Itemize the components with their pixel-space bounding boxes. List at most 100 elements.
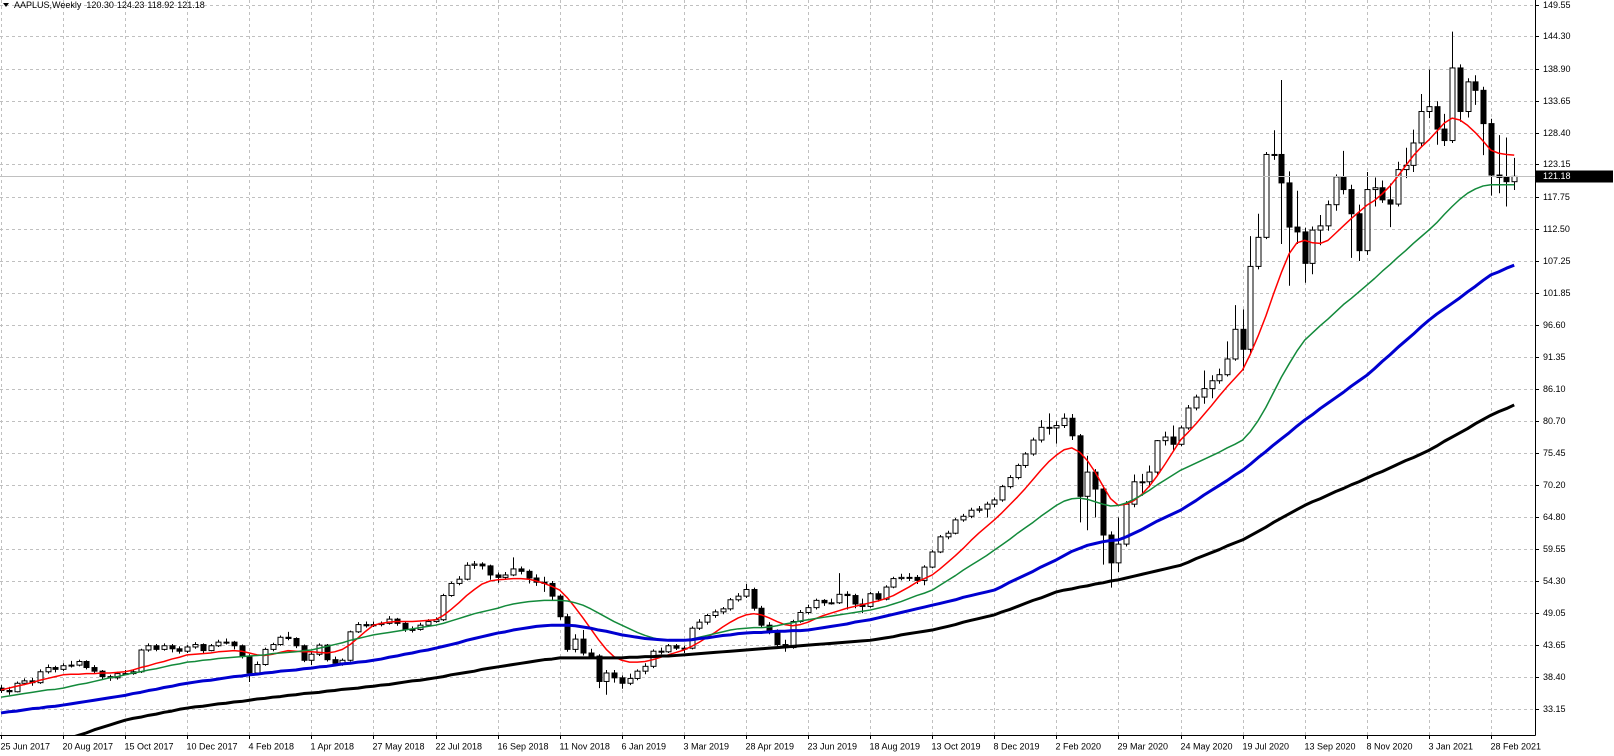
candle-body bbox=[821, 599, 828, 604]
candle-body bbox=[588, 652, 595, 657]
x-tick-label: 13 Oct 2019 bbox=[932, 741, 981, 751]
open-value: 120.30 bbox=[86, 0, 114, 10]
candle-body bbox=[890, 578, 897, 588]
candle-body bbox=[316, 644, 323, 655]
candle-body bbox=[215, 641, 222, 647]
x-tick-label: 28 Apr 2019 bbox=[746, 741, 795, 751]
candle-body bbox=[1224, 358, 1231, 376]
candle-body bbox=[448, 582, 455, 597]
candle-body bbox=[1278, 153, 1285, 184]
candle-body bbox=[634, 670, 641, 679]
y-tick-label: 112.50 bbox=[1543, 224, 1570, 234]
candle-body bbox=[1503, 176, 1510, 183]
candle-body bbox=[883, 586, 890, 600]
candle-body bbox=[1434, 106, 1441, 130]
candle-body bbox=[976, 508, 983, 511]
candle-body bbox=[479, 563, 486, 567]
candle-body bbox=[1084, 471, 1091, 497]
x-tick-label: 13 Sep 2020 bbox=[1305, 741, 1356, 751]
candle-body bbox=[1162, 436, 1169, 442]
candle-body bbox=[1457, 67, 1464, 113]
candle-body bbox=[510, 568, 517, 576]
candle-body bbox=[1030, 439, 1037, 455]
candle-body bbox=[153, 645, 160, 650]
candle-body bbox=[1209, 380, 1216, 390]
x-tick-label: 8 Dec 2019 bbox=[994, 741, 1040, 751]
x-tick-label: 27 May 2018 bbox=[373, 741, 425, 751]
candle-body bbox=[1216, 374, 1223, 382]
candle-body bbox=[464, 564, 471, 580]
candle-body bbox=[1410, 142, 1417, 166]
candle-body bbox=[161, 645, 168, 650]
candle-body bbox=[1077, 435, 1084, 497]
candle-body bbox=[1061, 417, 1068, 427]
candle-body bbox=[1294, 226, 1301, 233]
candle-body bbox=[1395, 169, 1402, 205]
candle-body bbox=[270, 644, 277, 650]
x-tick-label: 2 Feb 2020 bbox=[1056, 741, 1102, 751]
candle-body bbox=[1146, 471, 1153, 483]
candle-body bbox=[526, 570, 533, 579]
candle-body bbox=[549, 582, 556, 597]
candle-body bbox=[1038, 426, 1045, 441]
candle-body bbox=[145, 645, 152, 651]
candle-body bbox=[813, 599, 820, 609]
candle-body bbox=[1317, 225, 1324, 231]
candle-body bbox=[1131, 481, 1138, 505]
candle-body bbox=[169, 645, 176, 650]
y-tick-label: 43.65 bbox=[1543, 640, 1566, 650]
candle-body bbox=[984, 503, 991, 510]
candle-body bbox=[952, 519, 959, 534]
candle-body bbox=[875, 593, 882, 600]
x-tick-label: 6 Jan 2019 bbox=[622, 741, 667, 751]
x-tick-label: 22 Jul 2018 bbox=[436, 741, 483, 751]
candle-body bbox=[1170, 436, 1177, 445]
candle-body bbox=[1201, 388, 1208, 398]
candle-body bbox=[1364, 189, 1371, 252]
candle-body bbox=[758, 607, 765, 626]
x-tick-label: 1 Apr 2018 bbox=[311, 741, 355, 751]
candle-body bbox=[696, 621, 703, 629]
candle-body bbox=[1263, 153, 1270, 238]
candle-body bbox=[68, 664, 75, 667]
candle-body bbox=[712, 611, 719, 617]
candle-body bbox=[844, 593, 851, 597]
x-tick-label: 4 Feb 2018 bbox=[249, 741, 295, 751]
y-tick-label: 54.30 bbox=[1543, 576, 1566, 586]
candle-body bbox=[828, 602, 835, 605]
plot-area bbox=[0, 31, 1535, 735]
y-tick-label: 101.85 bbox=[1543, 288, 1571, 298]
candle-body bbox=[852, 595, 859, 605]
candle-body bbox=[518, 568, 525, 572]
candle-body bbox=[45, 667, 52, 673]
candle-body bbox=[735, 595, 742, 601]
candle-body bbox=[836, 593, 843, 604]
symbol: AAPLUS,Weekly bbox=[14, 0, 82, 10]
candle-body bbox=[627, 677, 634, 684]
candle-body bbox=[487, 565, 494, 576]
candle-body bbox=[1015, 464, 1022, 479]
candle-body bbox=[945, 532, 952, 538]
x-tick-label: 18 Aug 2019 bbox=[870, 741, 921, 751]
x-tick-label: 16 Sep 2018 bbox=[498, 741, 549, 751]
candle-body bbox=[914, 576, 921, 581]
x-tick-label: 28 Feb 2021 bbox=[1491, 741, 1542, 751]
candle-body bbox=[968, 509, 975, 517]
candle-body bbox=[1372, 187, 1379, 191]
candle-body bbox=[658, 650, 665, 653]
candle-body bbox=[619, 677, 626, 684]
candle-body bbox=[665, 645, 672, 653]
candle-body bbox=[991, 499, 998, 505]
candle-body bbox=[1488, 123, 1495, 176]
candle-body bbox=[76, 660, 83, 666]
x-tick-label: 3 Jan 2021 bbox=[1429, 741, 1474, 751]
x-tick-label: 20 Aug 2017 bbox=[63, 741, 114, 751]
candle-body bbox=[1255, 236, 1262, 267]
candle-body bbox=[1185, 407, 1192, 429]
y-tick-label: 64.80 bbox=[1543, 512, 1566, 522]
candle-body bbox=[440, 595, 447, 621]
candle-body bbox=[743, 588, 750, 597]
